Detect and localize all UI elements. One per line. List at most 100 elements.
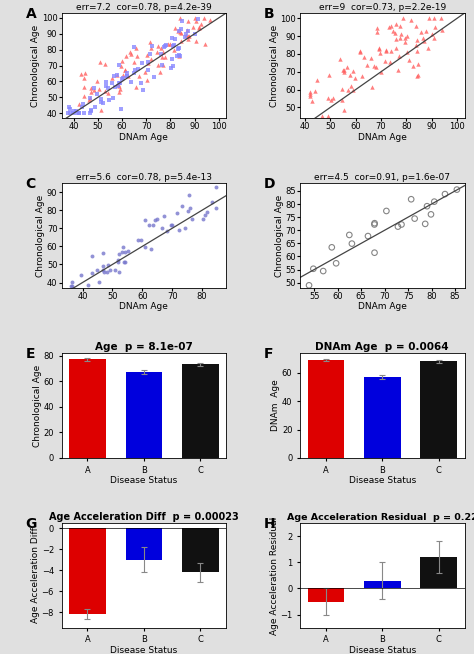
Point xyxy=(318,111,326,122)
Point xyxy=(186,203,194,213)
Point xyxy=(178,16,185,26)
Point xyxy=(181,31,189,42)
X-axis label: Disease Status: Disease Status xyxy=(110,646,177,654)
Point xyxy=(338,95,346,106)
Point xyxy=(376,48,383,58)
Point xyxy=(389,26,397,37)
Point xyxy=(340,65,348,76)
Point xyxy=(175,43,182,54)
Point xyxy=(201,12,208,23)
Point xyxy=(87,94,94,104)
Point xyxy=(114,80,121,91)
Point xyxy=(94,76,101,86)
Point xyxy=(69,108,77,118)
Point xyxy=(194,14,202,25)
Point xyxy=(184,15,191,26)
Point xyxy=(420,36,428,46)
Point xyxy=(100,267,108,277)
X-axis label: DNAm Age: DNAm Age xyxy=(119,303,168,311)
Point xyxy=(438,25,446,35)
Text: C: C xyxy=(26,177,36,191)
Point xyxy=(143,75,151,85)
Point xyxy=(164,39,172,49)
Point xyxy=(307,91,314,101)
Point xyxy=(85,95,93,105)
Point xyxy=(95,83,102,94)
Point xyxy=(356,46,364,57)
Point xyxy=(396,33,404,43)
Point xyxy=(137,235,145,245)
Point xyxy=(371,219,378,230)
Point xyxy=(174,43,182,54)
Point xyxy=(177,27,185,38)
Point xyxy=(67,281,75,292)
Point xyxy=(97,97,104,107)
Text: B: B xyxy=(264,7,274,21)
Point xyxy=(78,101,86,112)
Point xyxy=(93,264,100,275)
Point xyxy=(325,92,332,103)
Point xyxy=(68,281,75,292)
Point xyxy=(108,78,115,88)
Point xyxy=(199,214,206,224)
Point xyxy=(127,49,135,60)
Point xyxy=(363,60,370,70)
Point xyxy=(153,46,161,57)
Point xyxy=(118,56,126,67)
Point xyxy=(414,59,422,69)
Bar xyxy=(182,364,219,458)
Point xyxy=(178,201,186,211)
Point xyxy=(374,27,381,37)
Point xyxy=(349,66,357,77)
Point xyxy=(113,70,120,80)
Point xyxy=(208,196,215,207)
Point xyxy=(90,82,98,93)
Point xyxy=(395,50,403,61)
Point xyxy=(407,14,415,25)
Point xyxy=(170,40,178,50)
Point xyxy=(206,14,214,25)
Point xyxy=(344,61,351,72)
Point xyxy=(122,51,130,61)
Point xyxy=(158,60,165,70)
Point xyxy=(340,66,347,77)
Point xyxy=(117,61,125,71)
Point xyxy=(114,254,121,265)
Point xyxy=(212,202,219,213)
Point xyxy=(68,277,76,288)
Y-axis label: Chronological Age: Chronological Age xyxy=(33,364,42,447)
Point xyxy=(197,19,204,29)
Point xyxy=(171,23,178,33)
Point xyxy=(387,46,394,56)
Point xyxy=(346,230,353,240)
Point xyxy=(358,71,366,82)
Text: G: G xyxy=(26,517,37,530)
Point xyxy=(397,29,405,40)
Point xyxy=(121,247,128,257)
Point xyxy=(371,61,378,71)
Point xyxy=(391,28,398,39)
Point xyxy=(427,209,435,220)
Point xyxy=(185,190,193,200)
Y-axis label: Age Acceleration Diff: Age Acceleration Diff xyxy=(31,527,40,623)
Point xyxy=(425,13,433,24)
Point xyxy=(368,82,375,93)
Y-axis label: Age Acceleration Residual: Age Acceleration Residual xyxy=(270,516,279,634)
Text: D: D xyxy=(264,177,275,191)
Point xyxy=(151,215,159,225)
Point xyxy=(183,25,191,35)
Point xyxy=(107,265,114,275)
Bar xyxy=(364,377,401,458)
Point xyxy=(196,22,203,33)
Point xyxy=(348,238,356,249)
Point xyxy=(120,242,128,252)
Point xyxy=(118,103,125,114)
Point xyxy=(407,194,415,205)
Bar xyxy=(420,557,457,589)
X-axis label: DNAm Age: DNAm Age xyxy=(119,133,168,141)
Point xyxy=(192,16,200,26)
Point xyxy=(80,91,88,101)
Point xyxy=(120,256,128,267)
Point xyxy=(87,86,95,97)
Point xyxy=(124,68,131,78)
